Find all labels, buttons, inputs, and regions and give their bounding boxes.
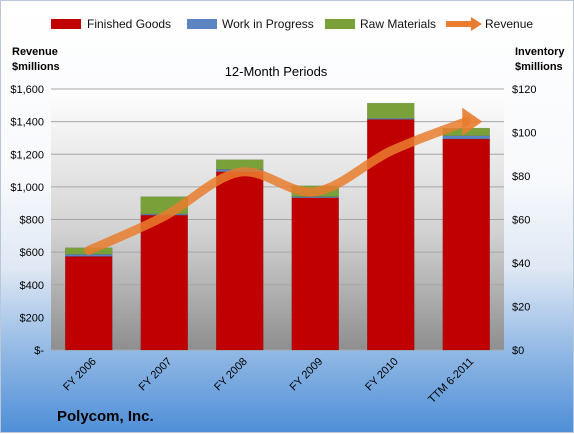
bar-raw-materials bbox=[367, 103, 414, 118]
x-axis-ticks: FY 2006 FY 2007 FY 2008 FY 2009 FY 2010 TTM 6… bbox=[61, 356, 476, 406]
x-tick-label: FY 2009 bbox=[288, 356, 326, 394]
left-axis-title-line1: Revenue bbox=[12, 46, 58, 58]
right-tick-label: $0 bbox=[512, 345, 524, 357]
x-tick-label: TTM 6-2011 bbox=[426, 356, 476, 406]
left-tick-label: $600 bbox=[20, 247, 44, 259]
left-tick-label: $1,000 bbox=[10, 182, 44, 194]
left-tick-label: $1,600 bbox=[10, 84, 44, 96]
bar-finished-goods bbox=[141, 215, 188, 350]
legend-swatch-finished-goods bbox=[51, 19, 81, 29]
x-tick-label: FY 2007 bbox=[137, 356, 175, 394]
right-tick-label: $20 bbox=[512, 302, 530, 314]
left-tick-label: $200 bbox=[20, 312, 44, 324]
bar-finished-goods bbox=[65, 256, 112, 350]
x-tick-label: FY 2008 bbox=[212, 356, 250, 394]
right-tick-label: $100 bbox=[512, 128, 536, 140]
left-tick-label: $1,400 bbox=[10, 117, 44, 129]
legend-swatch-work-in-progress bbox=[187, 19, 217, 29]
left-tick-label: $- bbox=[34, 345, 44, 357]
bar-finished-goods bbox=[292, 198, 339, 350]
x-tick-label: FY 2006 bbox=[61, 356, 99, 394]
legend-label-finished-goods: Finished Goods bbox=[87, 17, 171, 31]
legend-label-raw-materials: Raw Materials bbox=[360, 17, 436, 31]
left-tick-label: $800 bbox=[20, 215, 44, 227]
legend-swatch-revenue-arrow bbox=[471, 17, 482, 31]
company-name: Polycom, Inc. bbox=[57, 408, 154, 425]
chart-subtitle: 12-Month Periods bbox=[225, 64, 328, 79]
left-tick-label: $1,200 bbox=[10, 149, 44, 161]
left-axis-title-line2: $millions bbox=[12, 61, 60, 73]
left-axis-ticks: $- $200 $400 $600 $800 $1,000 $1,200 $1,400 $1,6… bbox=[10, 84, 44, 357]
left-tick-label: $400 bbox=[20, 280, 44, 292]
right-tick-label: $60 bbox=[512, 215, 530, 227]
right-tick-label: $80 bbox=[512, 171, 530, 183]
bar-work-in-progress bbox=[443, 136, 490, 139]
right-axis-title-line1: Inventory bbox=[515, 46, 565, 58]
right-tick-label: $40 bbox=[512, 258, 530, 270]
bar-finished-goods bbox=[443, 139, 490, 350]
legend: Finished Goods Work in Progress Raw Mate… bbox=[51, 17, 533, 31]
legend-label-revenue: Revenue bbox=[485, 17, 533, 31]
right-axis-title-line2: $millions bbox=[515, 61, 563, 73]
legend-label-work-in-progress: Work in Progress bbox=[222, 17, 314, 31]
legend-swatch-raw-materials bbox=[325, 19, 355, 29]
x-tick-label: FY 2010 bbox=[363, 356, 401, 394]
right-tick-label: $120 bbox=[512, 84, 536, 96]
bar-finished-goods bbox=[216, 172, 263, 350]
right-axis-ticks: $0 $20 $40 $60 $80 $100 $120 bbox=[512, 84, 536, 357]
